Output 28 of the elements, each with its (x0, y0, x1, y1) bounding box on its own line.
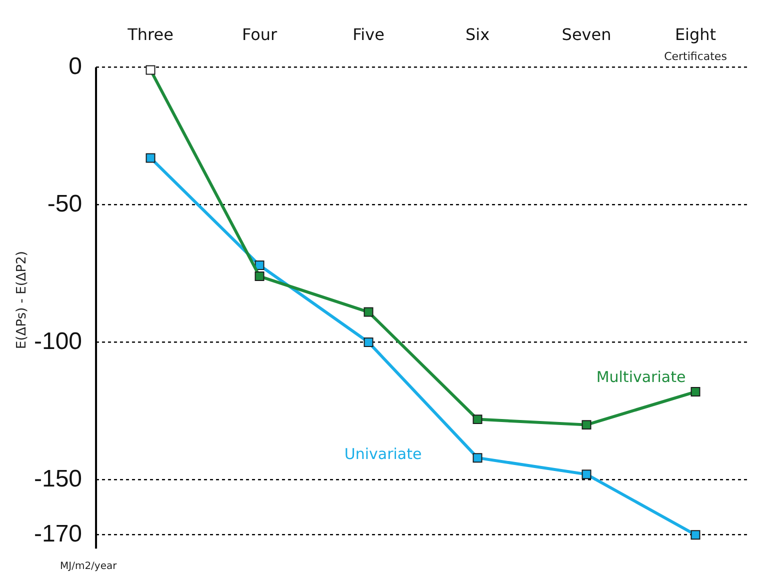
point (254, 260, 264, 270)
text: Univariate (344, 444, 422, 463)
point (146, 153, 156, 163)
point (472, 453, 482, 463)
x-tick-label: Three (126, 24, 174, 44)
y-tick-label: -150 (34, 465, 82, 492)
point (364, 338, 374, 348)
x-tick-label: Eight (674, 24, 716, 44)
x-axis-title: Certificates (664, 50, 728, 64)
x-tick-label: Six (465, 24, 490, 44)
x-tick-label: Seven (562, 24, 612, 44)
x-tick-label: Four (242, 24, 278, 44)
point (472, 414, 482, 424)
point (254, 272, 264, 282)
x-tick-label: Five (352, 24, 384, 44)
y-tick-label: -100 (34, 328, 82, 355)
text: MJ/m2/year (60, 561, 117, 572)
point (364, 307, 374, 317)
point (690, 530, 700, 540)
y-tick-label: 0 (68, 52, 82, 80)
point (146, 65, 156, 75)
y-tick-label: -50 (47, 190, 82, 218)
point (690, 387, 700, 397)
y-axis-title: E(ΔPs) - E(ΔP2) (14, 251, 30, 349)
point (582, 420, 592, 430)
y-tick-label: -170 (34, 520, 82, 548)
series-label: Multivariate (596, 368, 686, 386)
point (582, 470, 592, 480)
